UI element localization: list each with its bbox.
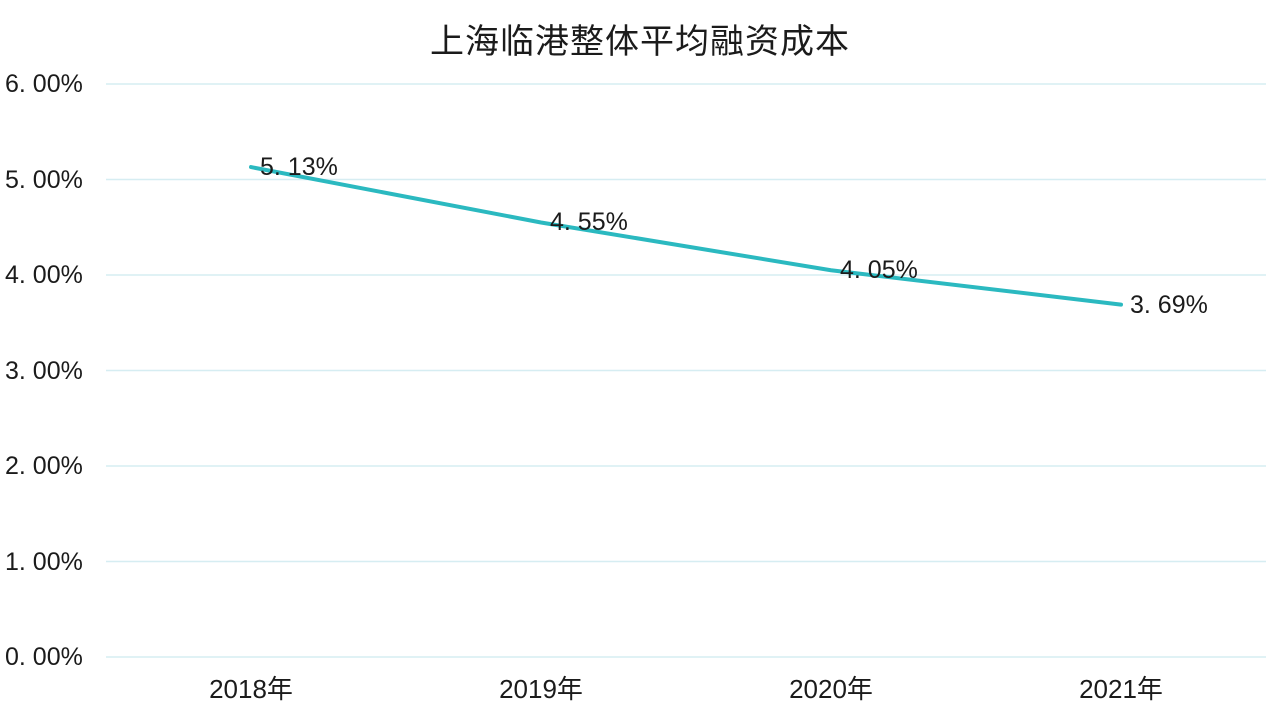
x-axis-tick: 2020年: [789, 674, 873, 704]
y-axis-tick: 2. 00%: [5, 452, 83, 480]
y-axis-tick: 4. 00%: [5, 261, 83, 289]
data-point-label: 4. 55%: [550, 208, 628, 237]
y-axis-tick: 1. 00%: [5, 547, 83, 576]
chart-title: 上海临港整体平均融资成本: [430, 23, 850, 61]
x-axis-tick: 2021年: [1079, 674, 1163, 704]
x-axis-tick: 2019年: [499, 674, 583, 704]
x-axis-tick: 2018年: [209, 674, 293, 704]
data-point-label: 4. 05%: [840, 256, 918, 285]
y-axis-tick: 6. 00%: [5, 70, 83, 98]
data-point-label: 5. 13%: [260, 153, 338, 182]
series-line: [249, 165, 1123, 307]
y-axis-tick: 5. 00%: [5, 165, 83, 194]
y-axis-tick: 3. 00%: [5, 356, 83, 385]
data-point-label: 3. 69%: [1130, 290, 1208, 319]
y-axis-tick: 0. 00%: [5, 643, 83, 671]
